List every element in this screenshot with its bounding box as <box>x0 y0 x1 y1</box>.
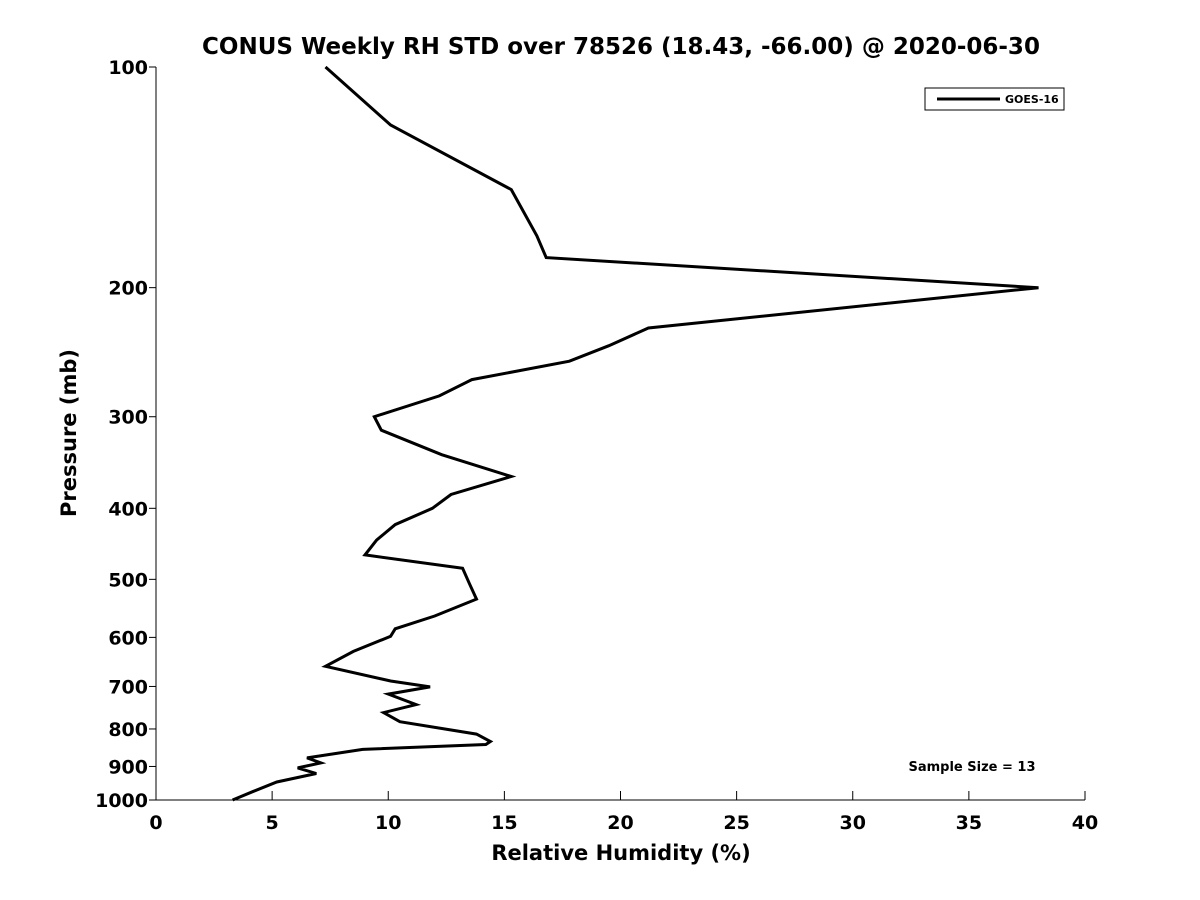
sample-size-annotation: Sample Size = 13 <box>908 760 1035 775</box>
x-tick-label: 10 <box>375 812 401 834</box>
y-tick-label: 400 <box>108 498 148 520</box>
y-tick-label: 700 <box>108 676 148 698</box>
x-tick-label: 40 <box>1072 812 1098 834</box>
x-tick-label: 0 <box>149 812 162 834</box>
series-line-goes-16 <box>232 65 1039 802</box>
x-tick-label: 25 <box>723 812 749 834</box>
y-tick-label: 600 <box>108 627 148 649</box>
plot-area <box>156 67 1085 800</box>
chart-title: CONUS Weekly RH STD over 78526 (18.43, -… <box>202 34 1040 60</box>
x-axis-label: Relative Humidity (%) <box>491 841 750 865</box>
y-tick-label: 300 <box>108 407 148 429</box>
y-tick-label: 200 <box>108 278 148 300</box>
y-tick-label: 100 <box>108 57 148 79</box>
x-tick-label: 5 <box>266 812 279 834</box>
y-axis-ticks: 100 200 300 400 500 600 700 800 900 1000 <box>95 57 156 812</box>
y-tick-label: 1000 <box>95 790 148 812</box>
x-tick-label: 20 <box>607 812 633 834</box>
y-tick-label: 900 <box>108 756 148 778</box>
x-tick-label: 15 <box>491 812 517 834</box>
y-axis-label: Pressure (mb) <box>57 349 81 517</box>
legend-label: GOES-16 <box>1005 93 1059 106</box>
legend: GOES-16 <box>924 87 1065 111</box>
x-tick-label: 35 <box>956 812 982 834</box>
x-tick-label: 30 <box>840 812 866 834</box>
y-tick-label: 800 <box>108 719 148 741</box>
y-tick-label: 500 <box>108 569 148 591</box>
x-axis-ticks: 0 5 10 15 20 25 30 35 40 <box>149 791 1098 834</box>
